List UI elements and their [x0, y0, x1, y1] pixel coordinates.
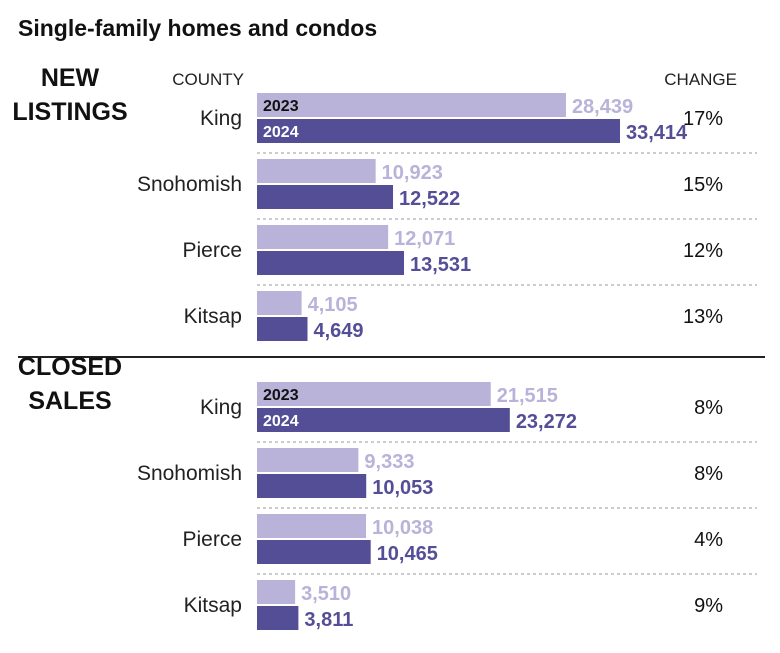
value-label-2024: 12,522: [399, 188, 460, 210]
county-label: Pierce: [182, 528, 242, 551]
legend-2024: 2024: [263, 124, 299, 141]
change-value: 8%: [694, 397, 723, 419]
value-label-2024: 10,053: [372, 477, 433, 499]
value-label-2024: 4,649: [314, 320, 364, 342]
bar-2023: [257, 225, 389, 249]
bar-2024: [257, 317, 308, 341]
section-label-line2: SALES: [28, 387, 111, 415]
value-label-2023: 10,923: [382, 162, 443, 184]
change-value: 9%: [694, 595, 723, 617]
value-label-2024: 3,811: [304, 609, 353, 631]
bar-2023: [257, 159, 376, 183]
bar-2024: [257, 540, 371, 564]
value-label-2024: 33,414: [626, 122, 688, 144]
bar-2024: [257, 251, 404, 275]
bar-2024: [257, 408, 510, 432]
county-label: King: [200, 396, 242, 419]
county-label: Snohomish: [137, 173, 242, 196]
change-value: 12%: [683, 240, 723, 262]
value-label-2023: 4,105: [308, 294, 358, 316]
bar-2023: [257, 580, 296, 604]
change-value: 4%: [694, 529, 723, 551]
change-value: 8%: [694, 463, 723, 485]
value-label-2023: 10,038: [372, 517, 433, 539]
value-label-2023: 28,439: [572, 96, 633, 118]
bar-2024: [257, 606, 299, 630]
county-label: Pierce: [182, 239, 242, 262]
county-label: Snohomish: [137, 462, 242, 485]
bar-2024: [257, 119, 620, 143]
legend-2024: 2024: [263, 413, 299, 430]
chart-title: Single-family homes and condos: [18, 15, 377, 41]
bar-2023: [257, 448, 359, 472]
county-label: King: [200, 107, 242, 130]
bar-2023: [257, 93, 566, 117]
value-label-2023: 12,071: [394, 228, 455, 250]
value-label-2023: 21,515: [497, 385, 558, 407]
bar-2023: [257, 514, 367, 538]
change-value: 17%: [683, 108, 723, 130]
chart-groups: NEW LISTINGS 28,439 33,414 King 17% 2023 2024 10…: [12, 64, 765, 631]
value-label-2024: 13,531: [410, 254, 471, 276]
bar-2023: [257, 291, 302, 315]
value-label-2024: 10,465: [377, 543, 438, 565]
value-label-2024: 23,272: [516, 411, 577, 433]
bar-2023: [257, 382, 491, 406]
section-label-line2: LISTINGS: [12, 98, 127, 126]
value-label-2023: 9,333: [364, 451, 414, 473]
change-header: CHANGE: [664, 70, 737, 89]
value-label-2023: 3,510: [301, 583, 351, 605]
change-value: 13%: [683, 306, 723, 328]
change-value: 15%: [683, 174, 723, 196]
section-label-line1: CLOSED: [18, 353, 122, 381]
bar-2024: [257, 185, 394, 209]
legend-2023: 2023: [263, 98, 299, 115]
county-header: COUNTY: [172, 70, 244, 89]
county-label: Kitsap: [184, 594, 242, 617]
county-label: Kitsap: [184, 305, 242, 328]
section-label-line1: NEW: [41, 64, 100, 92]
legend-2023: 2023: [263, 387, 299, 404]
bar-2024: [257, 474, 367, 498]
